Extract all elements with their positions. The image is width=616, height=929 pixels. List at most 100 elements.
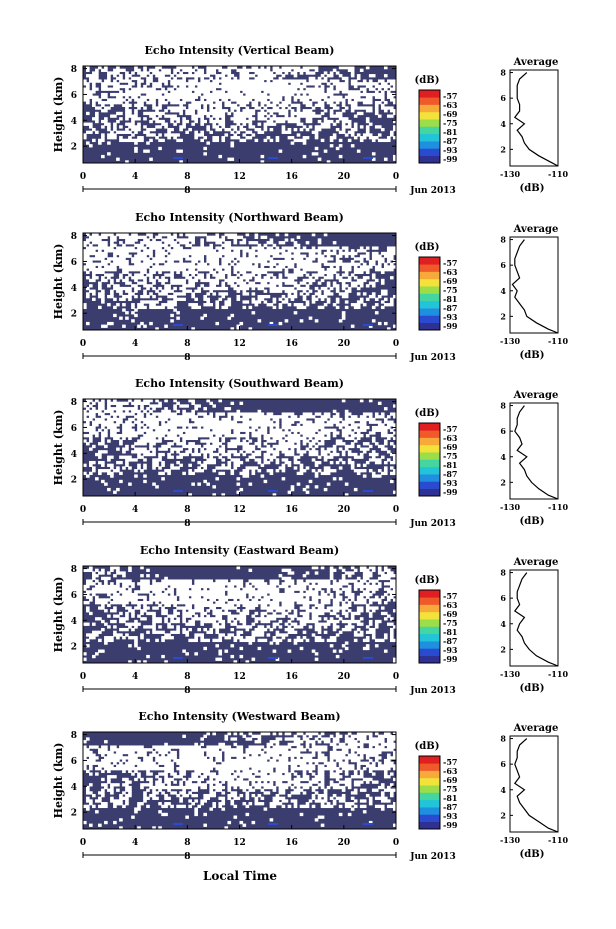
- x-tick-label: 0: [80, 838, 86, 848]
- colorbar-swatch: [419, 97, 440, 105]
- x-tick-label: 0: [393, 672, 399, 682]
- colorbar-tick-label: -93: [443, 312, 458, 322]
- y-tick-label: 8: [71, 398, 77, 408]
- profile-frame: [509, 402, 559, 500]
- profile-line: [511, 239, 559, 334]
- y-tick-label: 6: [71, 91, 77, 101]
- colorbar-swatch: [419, 444, 440, 453]
- profile-y-tick-label: 8: [500, 401, 506, 411]
- x-tick-label: 0: [80, 339, 86, 349]
- date-label: Jun 2013: [409, 852, 456, 862]
- colorbar-swatch: [419, 322, 440, 331]
- y-axis-label: Height (km): [52, 244, 65, 320]
- profile-x-tick-label: -130: [500, 835, 520, 845]
- x-tick-label: 0: [80, 172, 86, 182]
- profile-title: Average: [513, 723, 559, 734]
- date-label: Jun 2013: [409, 686, 456, 696]
- x-tick-label: 12: [233, 505, 246, 515]
- x-tick-label: 16: [285, 838, 298, 848]
- colorbar-tick-label: -63: [443, 100, 458, 110]
- colorbar-swatch: [419, 814, 440, 822]
- colorbar-tick-label: -87: [443, 802, 457, 812]
- colorbar-swatch: [419, 423, 440, 431]
- colorbar-swatch: [419, 821, 440, 830]
- profile-y-tick-label: 4: [500, 619, 506, 629]
- colorbar-swatch: [419, 286, 440, 294]
- x-tick-label: 0: [80, 672, 86, 682]
- x-tick-label: 8: [184, 672, 190, 682]
- profile-y-tick-label: 8: [500, 568, 506, 578]
- panel-title: Echo Intensity (Southward Beam): [135, 377, 344, 390]
- colorbar-tick-label: -81: [443, 294, 457, 304]
- profile-x-tick-label: -110: [548, 169, 568, 179]
- profile-x-tick-label: -130: [500, 169, 520, 179]
- profile-x-tick-label: -110: [548, 336, 568, 346]
- colorbar-swatch: [419, 430, 440, 438]
- colorbar-swatch: [419, 807, 440, 815]
- colorbar-swatch: [419, 481, 440, 489]
- y-tick-label: 8: [71, 565, 77, 575]
- colorbar-swatch: [419, 126, 440, 135]
- x-tick-label: 8: [184, 505, 190, 515]
- colorbar-tick-label: -75: [443, 451, 457, 461]
- colorbar-swatch: [419, 111, 440, 120]
- panel-3: Echo Intensity (Southward Beam) 2 4 6 8 Heigh…: [52, 377, 568, 529]
- colorbar-tick-label: -69: [443, 442, 458, 452]
- x-tick-label: 4: [132, 505, 138, 515]
- y-tick-label: 2: [71, 310, 77, 320]
- colorbar-swatch: [419, 799, 440, 808]
- x-tick-label: 12: [233, 672, 246, 682]
- x-tick-label: 8: [184, 339, 190, 349]
- y-tick-label: 4: [71, 117, 77, 127]
- colorbar-frame: [418, 589, 441, 664]
- colorbar-frame: [418, 256, 441, 331]
- x-tick-label: 20: [338, 339, 351, 349]
- heatmap-gaps: [83, 66, 396, 163]
- colorbar-tick-label: -81: [443, 460, 457, 470]
- profile-title: Average: [513, 390, 559, 401]
- x-tick-label: 4: [132, 339, 138, 349]
- colorbar-swatch: [419, 271, 440, 280]
- x-tick-label: 0: [393, 505, 399, 515]
- colorbar-unit-label: (dB): [415, 408, 440, 419]
- x-tick-label: 0: [80, 505, 86, 515]
- x-tick-label: 12: [233, 339, 246, 349]
- panel-title: Echo Intensity (Northward Beam): [135, 211, 344, 224]
- profile-x-label: (dB): [520, 849, 545, 860]
- day-label: 8: [184, 519, 190, 529]
- x-tick-label: 8: [184, 838, 190, 848]
- colorbar-swatch: [419, 104, 440, 113]
- y-axis-label: Height (km): [52, 77, 65, 153]
- colorbar-swatch: [419, 466, 440, 475]
- colorbar-tick-label: -69: [443, 109, 458, 119]
- profile-line: [513, 572, 559, 667]
- profile-x-label: (dB): [520, 683, 545, 694]
- colorbar-swatch: [419, 90, 440, 98]
- colorbar-swatch: [419, 474, 440, 482]
- y-tick-label: 6: [71, 424, 77, 434]
- panel-title: Echo Intensity (Vertical Beam): [144, 44, 334, 57]
- colorbar-tick-label: -69: [443, 775, 458, 785]
- profile-frame: [509, 69, 559, 167]
- x-tick-label: 4: [132, 838, 138, 848]
- y-tick-label: 2: [71, 476, 77, 486]
- colorbar-swatch: [419, 648, 440, 656]
- colorbar-frame: [418, 755, 441, 830]
- profile-y-tick-label: 4: [500, 452, 506, 462]
- colorbar-tick-label: -57: [443, 258, 457, 268]
- colorbar-unit-label: (dB): [415, 242, 440, 253]
- profile-line: [513, 72, 559, 167]
- colorbar-tick-label: -69: [443, 609, 458, 619]
- profile-x-label: (dB): [520, 516, 545, 527]
- colorbar-unit-label: (dB): [415, 741, 440, 752]
- profile-x-label: (dB): [520, 183, 545, 194]
- colorbar-tick-label: -93: [443, 811, 458, 821]
- y-tick-label: 8: [71, 731, 77, 741]
- colorbar-swatch: [419, 119, 440, 127]
- profile-x-tick-label: -130: [500, 336, 520, 346]
- colorbar-swatch: [419, 308, 440, 316]
- colorbar-tick-label: -81: [443, 127, 457, 137]
- panel-title: Echo Intensity (Westward Beam): [138, 710, 340, 723]
- y-axis-label: Height (km): [52, 577, 65, 653]
